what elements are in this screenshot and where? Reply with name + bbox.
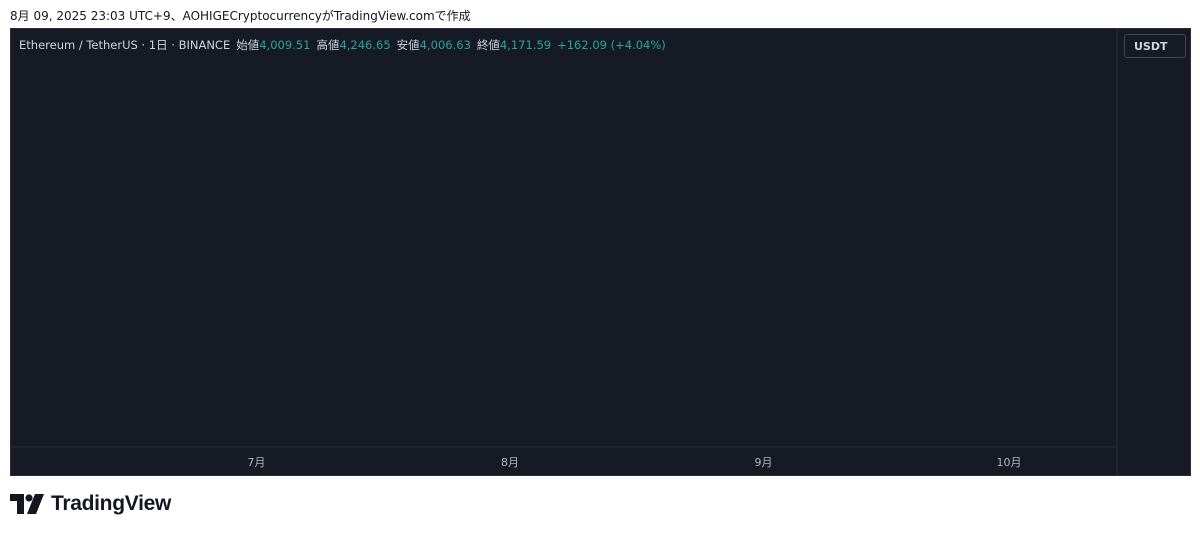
tradingview-logo-icon <box>10 494 44 514</box>
low-label: 安値 <box>396 38 420 52</box>
high-label: 高値 <box>316 38 340 52</box>
chart-frame[interactable]: 6,000.005,200.004,700.004,300.003,900.00… <box>10 28 1191 476</box>
time-tick-label: 10月 <box>996 456 1021 469</box>
change-value: +162.09 (+4.04%) <box>557 38 666 52</box>
brand-name: TradingView <box>51 492 172 515</box>
time-tick-label: 9月 <box>755 456 773 469</box>
ohlc-legend: Ethereum / TetherUS · 1日 · BINANCE 始値4,00… <box>19 37 666 53</box>
chart-background <box>11 29 1190 475</box>
time-tick-label: 7月 <box>247 456 265 469</box>
time-tick-label: 8月 <box>501 456 519 469</box>
currency-button[interactable]: USDT <box>1124 34 1186 58</box>
chart-caption: 8月 09, 2025 23:03 UTC+9、AOHIGECryptocurr… <box>10 9 471 23</box>
low-value: 4,006.63 <box>419 38 471 52</box>
close-label: 終値 <box>476 38 500 52</box>
tradingview-logo[interactable]: TradingView <box>10 492 171 516</box>
symbol-label: Ethereum / TetherUS · 1日 · BINANCE <box>19 38 231 52</box>
price-chart[interactable]: 6,000.005,200.004,700.004,300.003,900.00… <box>11 29 1190 475</box>
high-value: 4,246.65 <box>339 38 391 52</box>
open-value: 4,009.51 <box>259 38 311 52</box>
open-label: 始値 <box>236 38 260 52</box>
close-value: 4,171.59 <box>499 38 552 52</box>
